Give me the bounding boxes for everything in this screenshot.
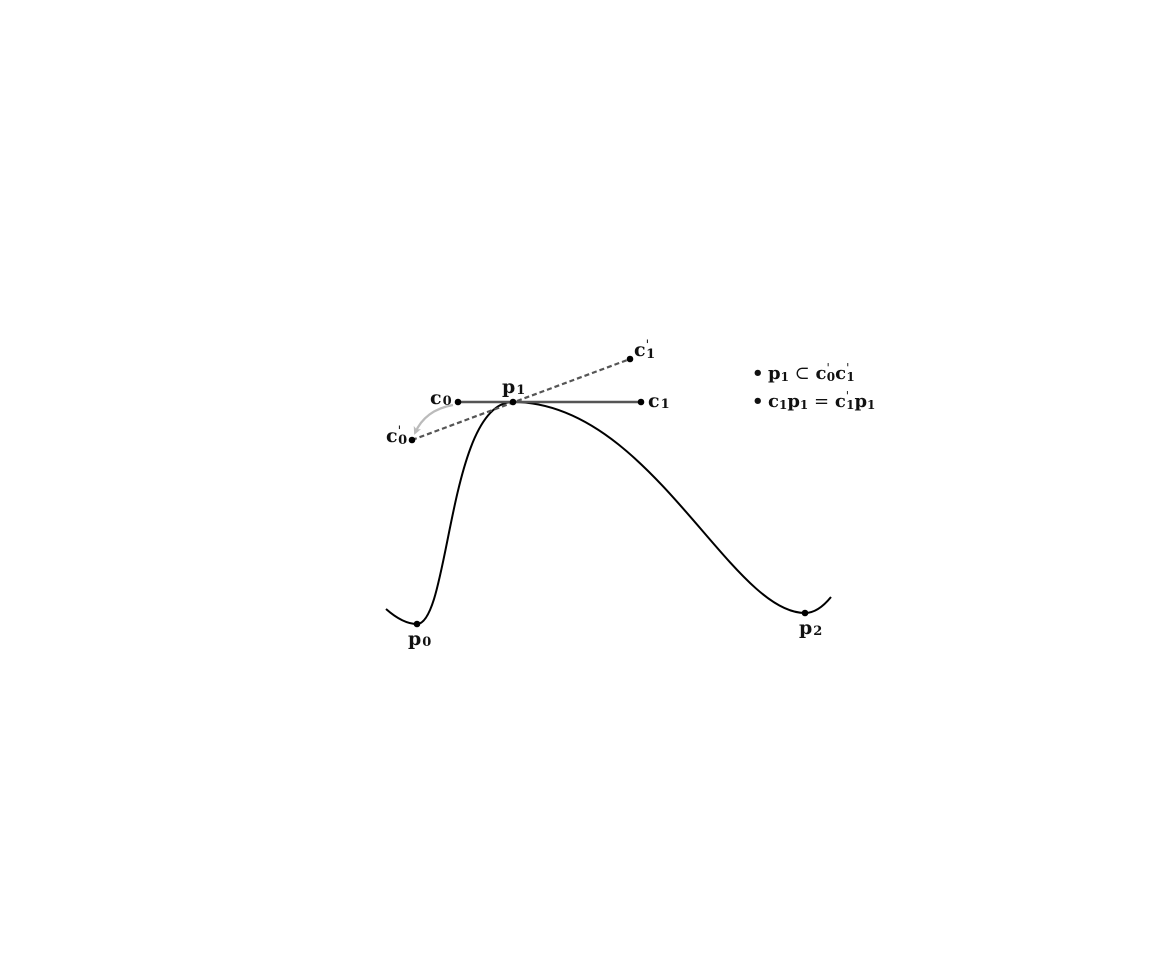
rotation-arrow bbox=[413, 403, 454, 435]
label-p0: p0 bbox=[408, 628, 431, 650]
point-p0 bbox=[413, 620, 421, 628]
note-line-2: c1p1 = c' 1p1 bbox=[768, 389, 875, 412]
point-p2 bbox=[801, 609, 809, 617]
point-p1 bbox=[509, 398, 517, 406]
point-c0 bbox=[454, 398, 462, 406]
notes-list: • p1 ⊂ c' 0c' 1• c1p1 = c' 1p1 bbox=[752, 361, 875, 412]
note-bullet: • bbox=[752, 363, 764, 384]
dashed-handle-line bbox=[411, 357, 631, 442]
label-c1-prime: c' 1 bbox=[634, 338, 655, 362]
note-bullet: • bbox=[752, 391, 764, 412]
label-p2: p2 bbox=[799, 617, 822, 639]
label-c1: c1 bbox=[648, 390, 670, 412]
note-line-1: p1 ⊂ c' 0c' 1 bbox=[768, 361, 855, 384]
label-c0: c0 bbox=[430, 387, 452, 409]
point-c1-prime bbox=[626, 355, 634, 363]
bezier-curve bbox=[385, 400, 832, 626]
point-c1 bbox=[637, 398, 645, 406]
point-c0-prime bbox=[408, 436, 416, 444]
label-p1: p1 bbox=[502, 376, 525, 398]
label-c0-prime: c' 0 bbox=[386, 424, 407, 448]
